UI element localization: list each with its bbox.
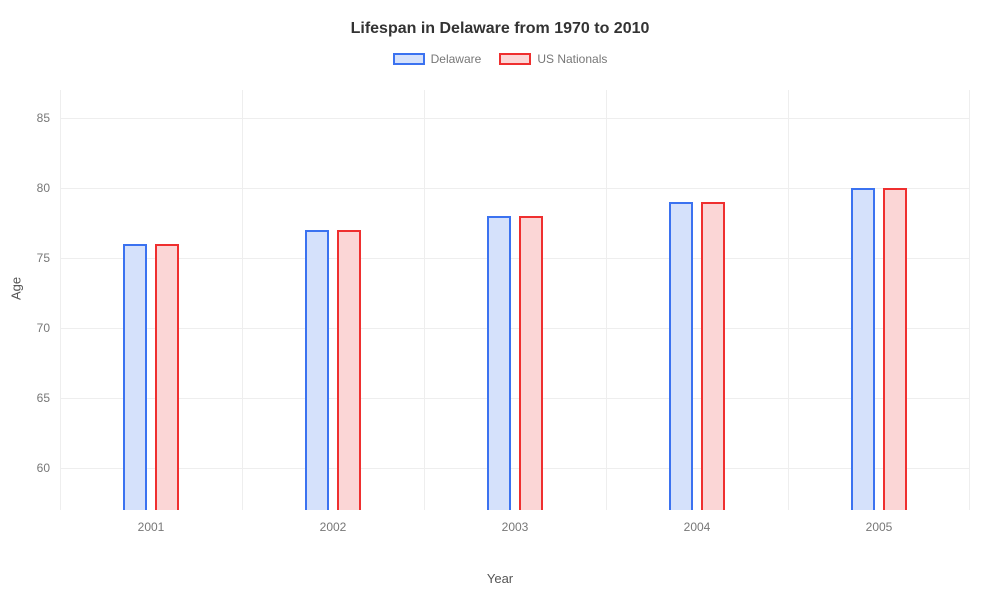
grid-line-vertical [60,90,61,510]
y-tick-label: 60 [37,461,50,475]
grid-line-vertical [969,90,970,510]
y-axis-label: Age [9,277,24,300]
bar[interactable] [519,216,543,510]
legend-item-delaware[interactable]: Delaware [393,52,482,66]
bar[interactable] [305,230,329,510]
grid-line-vertical [424,90,425,510]
grid-line-vertical [242,90,243,510]
x-tick-label: 2003 [502,520,529,534]
grid-line-horizontal [60,258,970,259]
bar[interactable] [669,202,693,510]
bar[interactable] [155,244,179,510]
plot-area: 20012002200320042005606570758085 [60,90,970,510]
bar[interactable] [337,230,361,510]
legend-item-us-nationals[interactable]: US Nationals [499,52,607,66]
x-tick-label: 2001 [138,520,165,534]
x-axis-label: Year [487,571,513,586]
bar[interactable] [851,188,875,510]
y-tick-label: 70 [37,321,50,335]
y-tick-label: 75 [37,251,50,265]
legend-swatch-delaware [393,53,425,65]
grid-line-horizontal [60,118,970,119]
legend-label-delaware: Delaware [431,52,482,66]
chart-title: Lifespan in Delaware from 1970 to 2010 [0,0,1000,52]
legend-swatch-us-nationals [499,53,531,65]
y-tick-label: 65 [37,391,50,405]
grid-line-horizontal [60,188,970,189]
grid-line-horizontal [60,328,970,329]
grid-line-horizontal [60,398,970,399]
legend: Delaware US Nationals [0,52,1000,80]
x-tick-label: 2004 [684,520,711,534]
grid-line-vertical [788,90,789,510]
legend-label-us-nationals: US Nationals [537,52,607,66]
grid-line-vertical [606,90,607,510]
y-tick-label: 85 [37,111,50,125]
x-tick-label: 2005 [866,520,893,534]
chart-container: Lifespan in Delaware from 1970 to 2010 D… [0,0,1000,600]
bar[interactable] [883,188,907,510]
bar[interactable] [123,244,147,510]
bar[interactable] [701,202,725,510]
x-tick-label: 2002 [320,520,347,534]
grid-line-horizontal [60,468,970,469]
y-tick-label: 80 [37,181,50,195]
bar[interactable] [487,216,511,510]
